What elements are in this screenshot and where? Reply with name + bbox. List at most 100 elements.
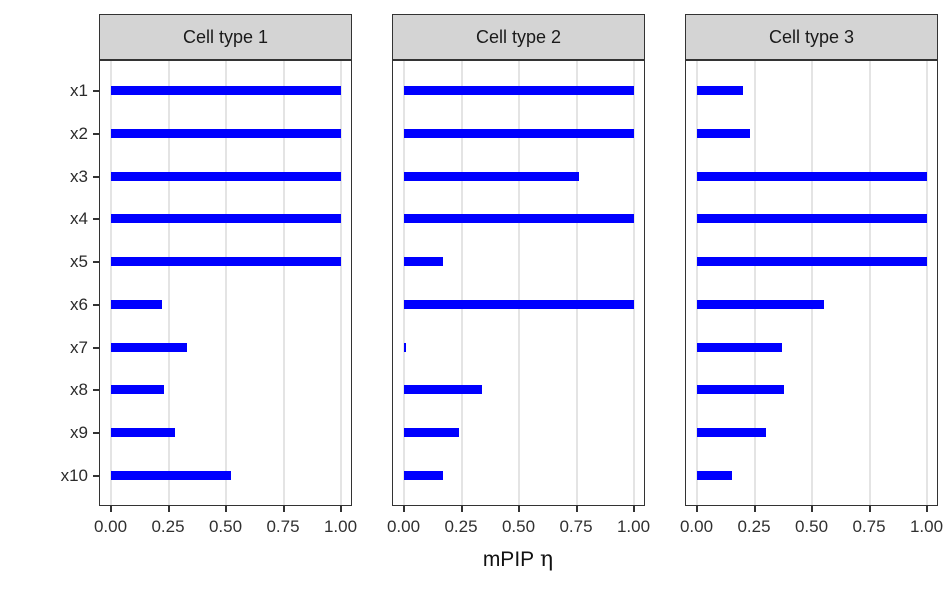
bar-x1 (697, 86, 743, 95)
y-axis-tick (93, 218, 99, 221)
x-tick-label: 0.50 (501, 517, 536, 536)
bar-x3 (111, 171, 341, 181)
bar-x4 (697, 214, 927, 224)
bar-x4 (111, 214, 341, 224)
y-axis-tick (93, 90, 99, 92)
x-tick-label: 0.75 (559, 517, 593, 536)
x-tick-label: 0.75 (266, 517, 300, 536)
x-axis-tick (868, 506, 871, 512)
x-tick-label: 0.75 (852, 517, 886, 536)
bar-x3 (697, 171, 927, 181)
bar-x8 (697, 385, 785, 395)
x-axis-title: mPIP η (483, 547, 553, 572)
eta-symbol: η (540, 547, 554, 572)
x-axis-tick (518, 506, 520, 512)
x-axis-tick (696, 506, 698, 512)
x-tick-label: 0.00 (386, 517, 421, 536)
gridline (696, 61, 698, 505)
x-axis-tick (811, 506, 813, 512)
gridline (868, 61, 871, 505)
bar-x5 (697, 257, 927, 266)
x-tick-label: 1.00 (909, 517, 944, 536)
bar-x10 (111, 470, 231, 480)
gridline (633, 61, 635, 505)
facet-strip: Cell type 2 (392, 14, 645, 60)
y-axis-label-x2: x2 (70, 123, 88, 143)
y-axis-tick (93, 346, 99, 349)
x-axis-tick (460, 506, 463, 512)
y-axis-tick (93, 474, 99, 477)
bar-x9 (697, 428, 766, 437)
bar-x5 (404, 257, 444, 266)
y-axis-tick (93, 261, 99, 263)
x-tick-label: 0.25 (444, 517, 478, 536)
x-axis-tick (403, 506, 405, 512)
bar-x10 (697, 470, 732, 480)
bar-x7 (111, 342, 187, 352)
y-axis-label-x8: x8 (70, 380, 88, 400)
x-axis-tick (225, 506, 227, 512)
gridline (460, 61, 463, 505)
gridline (167, 61, 170, 505)
bar-x8 (111, 385, 164, 395)
y-axis-label-x3: x3 (70, 166, 88, 186)
gridline (403, 61, 405, 505)
bar-x1 (111, 86, 341, 95)
bar-x6 (697, 299, 824, 309)
x-axis-tick (282, 506, 285, 512)
facet-panel (685, 60, 938, 506)
y-axis-tick (93, 389, 99, 392)
bar-x6 (111, 299, 162, 309)
bar-x4 (404, 214, 634, 224)
bar-x1 (404, 86, 634, 95)
y-axis-label-x7: x7 (70, 337, 88, 357)
x-tick-label: 0.25 (151, 517, 185, 536)
y-axis-label-x4: x4 (70, 209, 88, 229)
gridline (110, 61, 112, 505)
gridline (518, 61, 520, 505)
x-axis-tick (167, 506, 170, 512)
bar-x5 (111, 257, 341, 266)
bar-x6 (404, 299, 634, 309)
y-axis-tick (93, 432, 99, 434)
x-axis-title-text: mPIP (482, 548, 535, 571)
x-axis-tick (110, 506, 112, 512)
x-tick-label: 0.00 (93, 517, 128, 536)
x-axis-tick (633, 506, 635, 512)
bar-x2 (404, 128, 634, 138)
facet-strip: Cell type 1 (99, 14, 352, 60)
bar-x8 (404, 385, 483, 395)
x-tick-label: 0.00 (679, 517, 714, 536)
facet-strip: Cell type 3 (685, 14, 938, 60)
y-axis-label-x9: x9 (70, 423, 88, 442)
y-axis-label-x10: x10 (60, 465, 88, 485)
facet-strip-label: Cell type 1 (182, 26, 269, 47)
x-tick-label: 0.50 (794, 517, 829, 536)
bar-x9 (111, 428, 176, 437)
gridline (811, 61, 813, 505)
x-tick-label: 1.00 (323, 517, 358, 536)
bar-x10 (404, 470, 444, 480)
x-tick-label: 1.00 (616, 517, 651, 536)
x-axis-tick (340, 506, 342, 512)
bar-x2 (697, 128, 750, 138)
y-axis-label-x5: x5 (70, 252, 88, 271)
bar-x2 (111, 128, 341, 138)
y-axis-tick (93, 132, 99, 135)
bar-x7 (404, 342, 407, 352)
facet-strip-label: Cell type 3 (768, 26, 855, 47)
x-axis-tick (926, 506, 928, 512)
x-tick-label: 0.50 (208, 517, 243, 536)
gridline (225, 61, 227, 505)
gridline (926, 61, 928, 505)
gridline (340, 61, 342, 505)
gridline (282, 61, 285, 505)
y-axis-tick (93, 175, 99, 178)
y-axis-label-x1: x1 (70, 81, 88, 100)
bar-x9 (404, 428, 460, 437)
bar-x3 (404, 171, 579, 181)
y-axis-tick (93, 303, 99, 306)
bar-x7 (697, 342, 783, 352)
gridline (753, 61, 756, 505)
